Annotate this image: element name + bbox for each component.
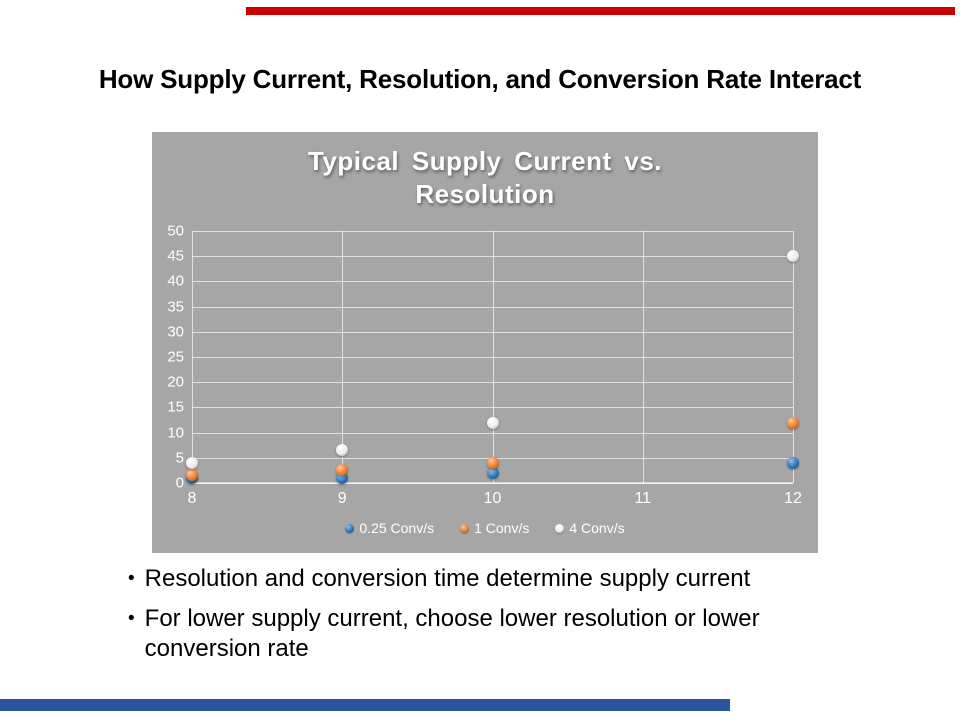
legend-item: 4 Conv/s bbox=[555, 520, 625, 536]
bullet-text: Resolution and conversion time determine… bbox=[144, 565, 751, 592]
data-point bbox=[486, 456, 499, 469]
legend-label: 1 Conv/s bbox=[474, 520, 530, 536]
bullet-item: • For lower supply current, choose lower… bbox=[128, 604, 828, 665]
data-point bbox=[336, 444, 349, 457]
x-axis-tick-label: 8 bbox=[187, 490, 197, 507]
bullet-text: For lower supply current, choose lower r… bbox=[144, 604, 760, 663]
slide-title: How Supply Current, Resolution, and Conv… bbox=[98, 64, 862, 95]
gridline-vertical bbox=[492, 231, 494, 483]
gridline-vertical bbox=[642, 231, 644, 483]
y-axis-tick-label: 30 bbox=[167, 323, 184, 341]
legend-item: 0.25 Conv/s bbox=[345, 520, 434, 536]
y-axis-tick-label: 10 bbox=[167, 424, 184, 442]
gridline-vertical bbox=[342, 231, 344, 483]
x-axis-tick-label: 9 bbox=[337, 490, 347, 507]
gridline-vertical bbox=[793, 231, 794, 483]
chart-title: Typical Supply Current vs. Resolution bbox=[307, 146, 663, 209]
y-axis-tick-label: 15 bbox=[167, 398, 184, 416]
x-axis-tick-label: 11 bbox=[634, 490, 652, 507]
data-point bbox=[787, 250, 799, 263]
y-axis-tick-label: 25 bbox=[167, 348, 184, 366]
y-axis-tick-label: 45 bbox=[167, 247, 184, 265]
legend-marker-icon bbox=[555, 523, 565, 533]
legend-item: 1 Conv/s bbox=[460, 520, 529, 536]
data-point bbox=[486, 466, 499, 479]
bullet-icon: • bbox=[128, 607, 135, 629]
x-axis-tick-label: 12 bbox=[784, 490, 802, 507]
gridline-horizontal bbox=[192, 483, 793, 484]
x-axis-tick-label: 10 bbox=[483, 490, 502, 507]
plot-area: 0 5 10 15 20 25 30 35 40 45 50 8 9 10 11 12 bbox=[167, 223, 802, 508]
bullet-list: • Resolution and conversion time determi… bbox=[128, 564, 828, 674]
data-point bbox=[186, 456, 198, 469]
y-axis-tick-label: 20 bbox=[167, 373, 184, 391]
gridline-vertical bbox=[192, 231, 193, 483]
supply-current-chart: Typical Supply Current vs. Resolution 0 5… bbox=[152, 132, 818, 553]
legend-label: 4 Conv/s bbox=[569, 520, 625, 536]
bottom-accent-bar bbox=[0, 699, 730, 711]
data-point bbox=[787, 416, 799, 429]
y-axis-tick-label: 5 bbox=[175, 449, 184, 467]
y-axis-tick-label: 40 bbox=[167, 272, 184, 290]
bullet-icon: • bbox=[128, 568, 135, 589]
chart-legend: 0.25 Conv/s 1 Conv/s 4 Conv/s bbox=[152, 520, 818, 536]
data-point bbox=[486, 416, 499, 429]
y-axis-tick-label: 35 bbox=[167, 298, 184, 316]
legend-marker-icon bbox=[460, 523, 470, 533]
data-point bbox=[787, 456, 799, 469]
data-point bbox=[186, 469, 198, 482]
bullet-item: • Resolution and conversion time determi… bbox=[128, 564, 828, 595]
legend-marker-icon bbox=[345, 523, 355, 533]
legend-label: 0.25 Conv/s bbox=[359, 520, 435, 536]
y-axis-tick-label: 50 bbox=[167, 222, 184, 240]
y-axis-tick-label: 0 bbox=[175, 474, 184, 492]
data-point bbox=[336, 464, 349, 477]
top-accent-bar bbox=[246, 7, 955, 15]
